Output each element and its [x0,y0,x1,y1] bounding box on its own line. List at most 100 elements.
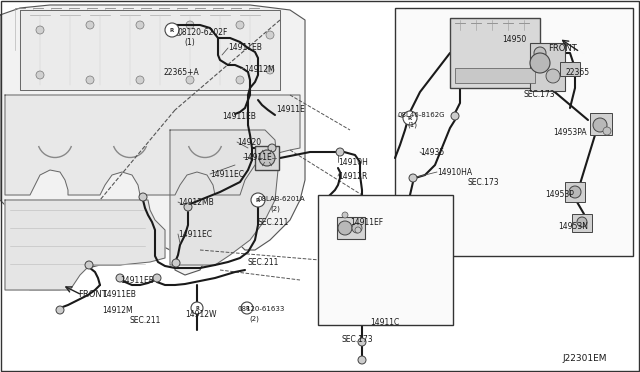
Text: SEC.211: SEC.211 [248,258,280,267]
Circle shape [355,227,361,233]
Circle shape [184,203,192,211]
Bar [450,18,540,88]
Text: SEC.173: SEC.173 [468,178,500,187]
Circle shape [603,127,611,135]
Circle shape [336,148,344,156]
Bar [590,113,612,135]
Circle shape [546,69,560,83]
Text: 14912W: 14912W [185,310,216,319]
Circle shape [85,261,93,269]
Circle shape [86,21,94,29]
Circle shape [403,111,417,125]
Circle shape [530,53,550,73]
Circle shape [236,76,244,84]
Text: FRONT: FRONT [78,290,107,299]
Text: 14935: 14935 [420,148,444,157]
Text: R: R [195,305,199,311]
Circle shape [136,76,144,84]
Text: 14911EB: 14911EB [222,112,256,121]
Circle shape [241,302,253,314]
Bar [455,68,535,83]
Text: 08L46-8162G: 08L46-8162G [398,112,445,118]
Text: 14911EC: 14911EC [210,170,244,179]
Text: SEC.173: SEC.173 [342,335,374,344]
Text: 08LAB-6201A: 08LAB-6201A [258,196,306,202]
Circle shape [338,221,352,235]
Text: 08120-61633: 08120-61633 [238,306,285,312]
Bar [560,62,580,76]
Text: 14912MB: 14912MB [178,198,214,207]
Text: 14950: 14950 [502,35,526,44]
Circle shape [342,212,348,218]
Text: R: R [408,115,412,121]
Circle shape [36,26,44,34]
Text: SEC.211: SEC.211 [257,218,289,227]
Text: 14911EC: 14911EC [178,230,212,239]
Text: 14920: 14920 [237,138,261,147]
Circle shape [86,76,94,84]
Circle shape [172,259,180,267]
Circle shape [186,76,194,84]
Bar [572,214,592,232]
Text: 14911C: 14911C [370,318,399,327]
Circle shape [191,302,203,314]
Text: 14953N: 14953N [558,222,588,231]
Circle shape [409,174,417,182]
Circle shape [534,47,546,59]
Circle shape [139,193,147,201]
Circle shape [186,21,194,29]
Circle shape [236,21,244,29]
Polygon shape [5,200,165,290]
Bar [255,146,279,170]
Text: 14912R: 14912R [338,172,367,181]
Text: 14912M: 14912M [244,65,275,74]
Text: 14911EF: 14911EF [350,218,383,227]
Circle shape [569,186,581,198]
Circle shape [358,356,366,364]
Circle shape [268,144,276,152]
Text: 22365+A: 22365+A [164,68,200,77]
Text: (2): (2) [249,316,259,323]
Text: R: R [170,28,174,32]
Text: J22301EM: J22301EM [562,354,607,363]
Text: (1): (1) [184,38,195,47]
Circle shape [165,23,179,37]
Circle shape [266,66,274,74]
Circle shape [153,274,161,282]
Text: 14953PA: 14953PA [553,128,587,137]
Text: 14911E: 14911E [243,153,272,162]
Text: R: R [245,305,249,311]
Text: FRONT: FRONT [548,44,577,53]
Bar [565,182,585,202]
Text: 14953P: 14953P [545,190,574,199]
Circle shape [259,150,275,166]
Circle shape [36,71,44,79]
Polygon shape [5,95,300,195]
Polygon shape [170,130,278,265]
Text: 14911E: 14911E [276,105,305,114]
Circle shape [266,31,274,39]
Circle shape [56,306,64,314]
Circle shape [116,274,124,282]
Circle shape [577,217,587,227]
Bar [337,217,365,239]
Text: 14911EB: 14911EB [228,43,262,52]
Text: SEC.173: SEC.173 [524,90,556,99]
Text: 14910HA: 14910HA [437,168,472,177]
Circle shape [352,223,362,233]
Text: 14911EB: 14911EB [102,290,136,299]
Text: 14912M: 14912M [102,306,132,315]
Polygon shape [0,5,305,290]
Text: 22365: 22365 [565,68,589,77]
Text: 14910H: 14910H [338,158,368,167]
Bar [318,195,453,325]
Text: R: R [256,198,260,202]
Text: (1): (1) [407,122,417,128]
Text: SEC.211: SEC.211 [130,316,161,325]
Circle shape [358,338,366,346]
Text: 14911EB: 14911EB [120,276,154,285]
Bar [395,8,633,256]
Text: 08120-6202F: 08120-6202F [178,28,228,37]
Circle shape [251,193,265,207]
Polygon shape [20,10,280,90]
